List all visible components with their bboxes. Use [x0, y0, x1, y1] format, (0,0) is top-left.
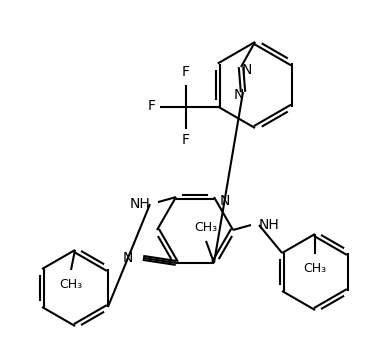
- Text: F: F: [182, 66, 190, 80]
- Text: F: F: [182, 134, 190, 147]
- Text: NH: NH: [259, 218, 280, 232]
- Text: CH₃: CH₃: [194, 221, 217, 234]
- Text: CH₃: CH₃: [303, 262, 326, 275]
- Text: N: N: [242, 63, 252, 77]
- Text: F: F: [148, 100, 156, 114]
- Text: N: N: [123, 251, 133, 265]
- Text: N: N: [234, 88, 244, 102]
- Text: NH: NH: [129, 197, 150, 211]
- Text: N: N: [220, 194, 230, 208]
- Text: CH₃: CH₃: [59, 278, 83, 291]
